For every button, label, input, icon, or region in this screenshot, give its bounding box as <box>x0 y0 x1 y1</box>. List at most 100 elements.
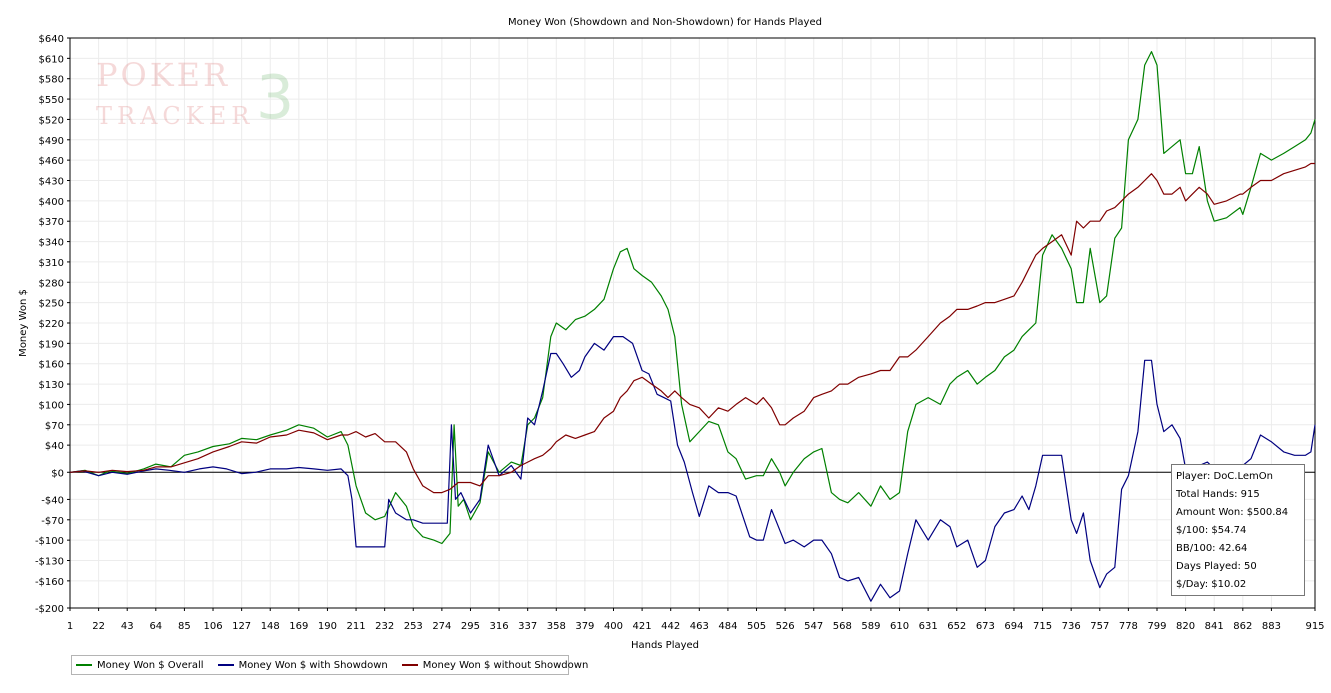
x-tick-label: 915 <box>1305 621 1324 632</box>
y-tick-label: $340 <box>39 238 64 249</box>
y-tick-label: $400 <box>39 197 64 208</box>
tooltip-dollars-per-day: $/Day: $10.02 <box>1176 579 1247 590</box>
x-tick-label: 358 <box>547 621 566 632</box>
y-tick-label: $610 <box>39 54 64 65</box>
y-tick-label: $310 <box>39 258 64 269</box>
x-tick-label: 421 <box>633 621 652 632</box>
y-tick-label: -$100 <box>35 536 64 547</box>
legend-item-non-showdown: Money Won $ without Showdown <box>401 659 589 671</box>
series-line-non-showdown <box>69 162 1315 494</box>
x-tick-label: 715 <box>1033 621 1052 632</box>
x-tick-label: 106 <box>203 621 222 632</box>
x-tick-label: 631 <box>919 621 938 632</box>
legend-swatch-showdown <box>217 664 234 666</box>
y-tick-label: $520 <box>39 115 64 126</box>
player-stats-tooltip: Player: DoC.LemOn Total Hands: 915 Amoun… <box>1171 464 1305 596</box>
y-tick-label: $190 <box>39 339 64 350</box>
x-tick-label: 778 <box>1119 621 1138 632</box>
poker-tracker-logo: POKER TRACKER 3 <box>96 56 296 133</box>
y-tick-label: $70 <box>45 421 64 432</box>
y-tick-label: $580 <box>39 75 64 86</box>
x-tick-label: 757 <box>1090 621 1109 632</box>
svg-text:3: 3 <box>256 63 294 128</box>
series-line-overall <box>69 50 1316 545</box>
legend-item-showdown: Money Won $ with Showdown <box>217 659 388 671</box>
x-tick-label: 400 <box>604 621 623 632</box>
y-tick-label: $430 <box>39 177 64 188</box>
x-tick-label: 568 <box>833 621 852 632</box>
x-tick-label: 883 <box>1262 621 1281 632</box>
series-line-showdown <box>69 336 1316 602</box>
x-tick-label: 379 <box>575 621 594 632</box>
chart-title: Money Won (Showdown and Non-Showdown) fo… <box>508 17 822 28</box>
tooltip-amount-won: Amount Won: $500.84 <box>1176 507 1289 518</box>
y-tick-label: $250 <box>39 299 64 310</box>
x-tick-label: 253 <box>404 621 423 632</box>
x-tick-label: 64 <box>149 621 162 632</box>
y-tick-label: $0 <box>51 468 64 479</box>
y-tick-label: $280 <box>39 278 64 289</box>
series-lines <box>69 50 1316 602</box>
legend-label-non-showdown: Money Won $ without Showdown <box>422 659 589 671</box>
x-tick-label: 673 <box>976 621 995 632</box>
x-tick-label: 148 <box>261 621 280 632</box>
x-tick-label: 127 <box>232 621 251 632</box>
y-axis-label: Money Won $ <box>18 289 29 357</box>
x-tick-label: 169 <box>289 621 308 632</box>
y-tick-label: $460 <box>39 156 64 167</box>
tooltip-days-played: Days Played: 50 <box>1176 561 1257 572</box>
x-tick-label: 862 <box>1233 621 1252 632</box>
x-tick-label: 589 <box>861 621 880 632</box>
x-tick-label: 316 <box>490 621 509 632</box>
x-tick-label: 799 <box>1147 621 1166 632</box>
legend-swatch-non-showdown <box>401 664 418 666</box>
x-tick-label: 610 <box>890 621 909 632</box>
x-tick-label: 442 <box>661 621 680 632</box>
x-tick-label: 1 <box>67 621 73 632</box>
x-tick-label: 274 <box>432 621 451 632</box>
svg-text:TRACKER: TRACKER <box>96 102 254 128</box>
svg-text:POKER: POKER <box>96 56 230 94</box>
y-tick-label: $220 <box>39 319 64 330</box>
y-tick-label: $100 <box>39 400 64 411</box>
y-tick-label: $640 <box>39 34 64 45</box>
legend-item-overall: Money Won $ Overall <box>76 660 204 671</box>
chart-legend: Money Won $ Overall Money Won $ with Sho… <box>71 655 588 675</box>
y-tick-label: -$130 <box>35 557 64 568</box>
y-tick-label: $40 <box>45 441 64 452</box>
x-axis-label: Hands Played <box>631 640 699 651</box>
x-tick-label: 232 <box>375 621 394 632</box>
y-tick-label: -$70 <box>41 516 64 527</box>
x-tick-label: 652 <box>947 621 966 632</box>
x-axis-ticks: 1 22 43 64 85 106 127 148 169 190 211 232 253 274 295 3… <box>67 608 1325 632</box>
y-tick-label: -$200 <box>35 604 64 615</box>
y-tick-label: $550 <box>39 95 64 106</box>
tooltip-total-hands: Total Hands: 915 <box>1176 489 1260 500</box>
x-tick-label: 526 <box>776 621 795 632</box>
legend-label-showdown: Money Won $ with Showdown <box>238 659 388 671</box>
y-tick-label: $370 <box>39 217 64 228</box>
grid-lines <box>69 37 1316 609</box>
x-tick-label: 190 <box>318 621 337 632</box>
x-tick-label: 841 <box>1205 621 1224 632</box>
x-tick-label: 736 <box>1062 621 1081 632</box>
y-tick-label: -$40 <box>41 495 64 506</box>
x-tick-label: 43 <box>121 621 134 632</box>
x-tick-label: 211 <box>347 621 366 632</box>
y-tick-label: $160 <box>39 360 64 371</box>
x-tick-label: 22 <box>92 621 105 632</box>
legend-label-overall: Money Won $ Overall <box>97 659 204 671</box>
tooltip-player: Player: DoC.LemOn <box>1176 471 1273 482</box>
y-tick-label: $130 <box>39 380 64 391</box>
x-tick-label: 337 <box>518 621 537 632</box>
x-tick-label: 820 <box>1176 621 1195 632</box>
x-tick-label: 463 <box>690 621 709 632</box>
y-tick-label: -$160 <box>35 577 64 588</box>
x-tick-label: 694 <box>1004 621 1023 632</box>
x-tick-label: 547 <box>804 621 823 632</box>
x-tick-label: 85 <box>178 621 191 632</box>
x-tick-label: 505 <box>747 621 766 632</box>
tooltip-dollars-per-100: $/100: $54.74 <box>1176 525 1247 536</box>
x-tick-label: 295 <box>461 621 480 632</box>
